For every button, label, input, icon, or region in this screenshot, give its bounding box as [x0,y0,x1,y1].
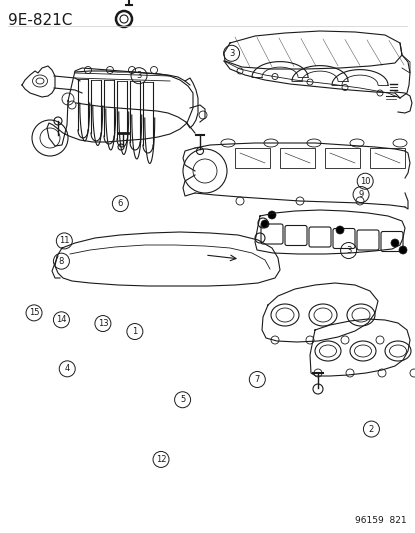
Bar [370,148,405,168]
Text: 6: 6 [118,199,123,208]
Text: 14: 14 [56,316,67,324]
Text: 8: 8 [59,257,64,265]
Text: 15: 15 [29,309,39,317]
Text: 11: 11 [59,237,70,245]
Circle shape [261,220,269,228]
Circle shape [391,239,399,247]
Circle shape [336,226,344,234]
Bar [325,148,360,168]
Circle shape [399,246,407,254]
Text: 4: 4 [65,365,70,373]
Bar [280,148,315,168]
Text: 5: 5 [180,395,185,404]
Text: 12: 12 [156,455,166,464]
Text: 3: 3 [229,49,234,58]
Circle shape [268,211,276,219]
Text: 7: 7 [255,375,260,384]
Bar [235,148,270,168]
Text: 10: 10 [360,177,371,185]
Text: 9E-821C: 9E-821C [8,13,72,28]
Text: 9: 9 [359,190,364,199]
Text: 2: 2 [369,425,374,433]
Text: 13: 13 [98,319,108,328]
Text: 3: 3 [346,246,351,255]
Text: 3: 3 [137,71,142,80]
Text: 1: 1 [132,327,137,336]
Text: 96159  821: 96159 821 [355,516,407,525]
